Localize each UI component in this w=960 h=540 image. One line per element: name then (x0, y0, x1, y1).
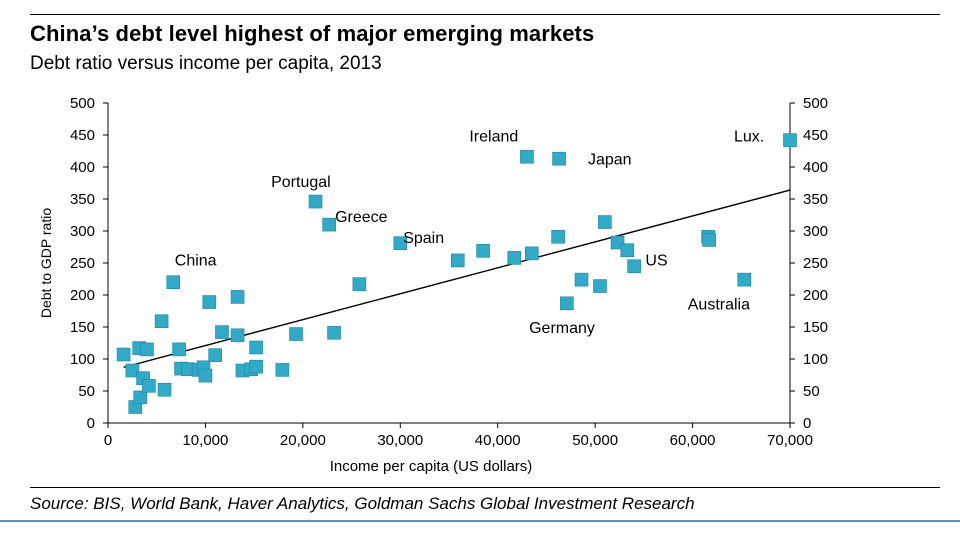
x-tick-label: 0 (104, 432, 112, 449)
data-point (308, 194, 323, 209)
y-tick-label-left: 200 (70, 287, 95, 304)
data-point (275, 363, 290, 377)
data-point (249, 340, 263, 355)
y-tick-label-right: 500 (803, 95, 828, 112)
point-label: Germany (529, 320, 595, 337)
point-label: Greece (335, 209, 388, 226)
data-point (198, 368, 213, 383)
chart-title: China’s debt level highest of major emer… (30, 21, 595, 46)
data-point (208, 348, 222, 362)
data-point (133, 390, 147, 405)
data-point (142, 379, 156, 393)
data-point (574, 272, 589, 287)
point-label: China (175, 253, 217, 270)
data-point (737, 272, 752, 287)
data-point (215, 325, 229, 339)
data-point (450, 253, 465, 268)
y-tick-label-right: 300 (803, 223, 828, 240)
point-annotations: China Portugal Greece Spain Ireland Japan US Ge… (175, 128, 764, 336)
source-note: Source: BIS, World Bank, Haver Analytics… (30, 494, 695, 513)
y-tick-label-left: 400 (70, 159, 95, 176)
chart-subtitle: Debt ratio versus income per capita, 201… (30, 53, 382, 74)
y-tick-label-left: 150 (70, 319, 95, 336)
trend-line (123, 189, 791, 368)
data-point (154, 314, 169, 329)
y-tick-label-right: 400 (803, 159, 828, 176)
x-tick-label: 20,000 (280, 432, 326, 449)
y-tick-label-left: 350 (70, 191, 95, 208)
data-point (172, 342, 186, 357)
y-tick-label-left: 250 (70, 255, 95, 272)
point-label: US (645, 253, 667, 270)
data-point (393, 236, 408, 250)
data-point (202, 295, 217, 309)
y-tick-label-right: 0 (803, 415, 811, 432)
x-tick-label: 50,000 (572, 432, 618, 449)
data-point (230, 290, 245, 304)
y-tick-label-left: 100 (70, 351, 95, 368)
point-label: Ireland (469, 128, 518, 145)
data-point (476, 244, 490, 258)
point-label: Spain (403, 230, 444, 247)
x-tick-label: 10,000 (182, 432, 228, 449)
x-tick-label: 60,000 (670, 432, 716, 449)
data-point (249, 359, 263, 374)
data-point (783, 133, 797, 147)
data-point (327, 325, 341, 340)
y-tick-label-right: 250 (803, 255, 828, 272)
y-tick-label-left: 450 (70, 127, 95, 144)
data-point (230, 328, 245, 343)
data-point (551, 229, 565, 244)
data-point (157, 382, 172, 397)
data-point (166, 275, 181, 290)
point-label: Japan (588, 151, 632, 168)
y-tick-label-right: 150 (803, 319, 828, 336)
data-point (525, 246, 539, 261)
y-tick-label-left: 50 (78, 383, 95, 400)
y-tick-label-right: 100 (803, 351, 828, 368)
y-tick-label-right: 50 (803, 383, 820, 400)
x-tick-label: 30,000 (377, 432, 423, 449)
data-point (289, 327, 303, 341)
point-label: Lux. (734, 128, 764, 145)
footer-accent-bar (0, 520, 960, 522)
data-point (352, 277, 367, 291)
data-point (125, 363, 140, 378)
y-tick-label-left: 300 (70, 223, 95, 240)
data-points (116, 133, 797, 414)
data-point (116, 347, 131, 362)
data-point (520, 149, 534, 164)
data-point (322, 217, 336, 232)
data-point (627, 259, 641, 274)
data-point (702, 233, 716, 247)
data-point (593, 279, 607, 293)
y-axis-label: Debt to GDP ratio (38, 208, 54, 318)
data-point (620, 243, 635, 257)
top-rule (30, 14, 940, 15)
y-tick-label-right: 350 (803, 191, 828, 208)
point-label: Australia (688, 297, 750, 314)
y-tick-label-left: 500 (70, 95, 95, 112)
source-rule (30, 487, 940, 488)
y-tick-label-left: 0 (87, 415, 95, 432)
x-tick-label: 40,000 (475, 432, 521, 449)
data-point (560, 296, 574, 311)
x-axis-label: Income per capita (US dollars) (330, 458, 533, 475)
y-tick-label-right: 200 (803, 287, 828, 304)
y-tick-label-right: 450 (803, 127, 828, 144)
x-tick-label: 70,000 (767, 432, 813, 449)
data-point (507, 251, 522, 265)
point-label: Portugal (271, 174, 331, 191)
data-point (598, 215, 612, 229)
data-point (140, 342, 154, 357)
data-point (552, 151, 566, 166)
